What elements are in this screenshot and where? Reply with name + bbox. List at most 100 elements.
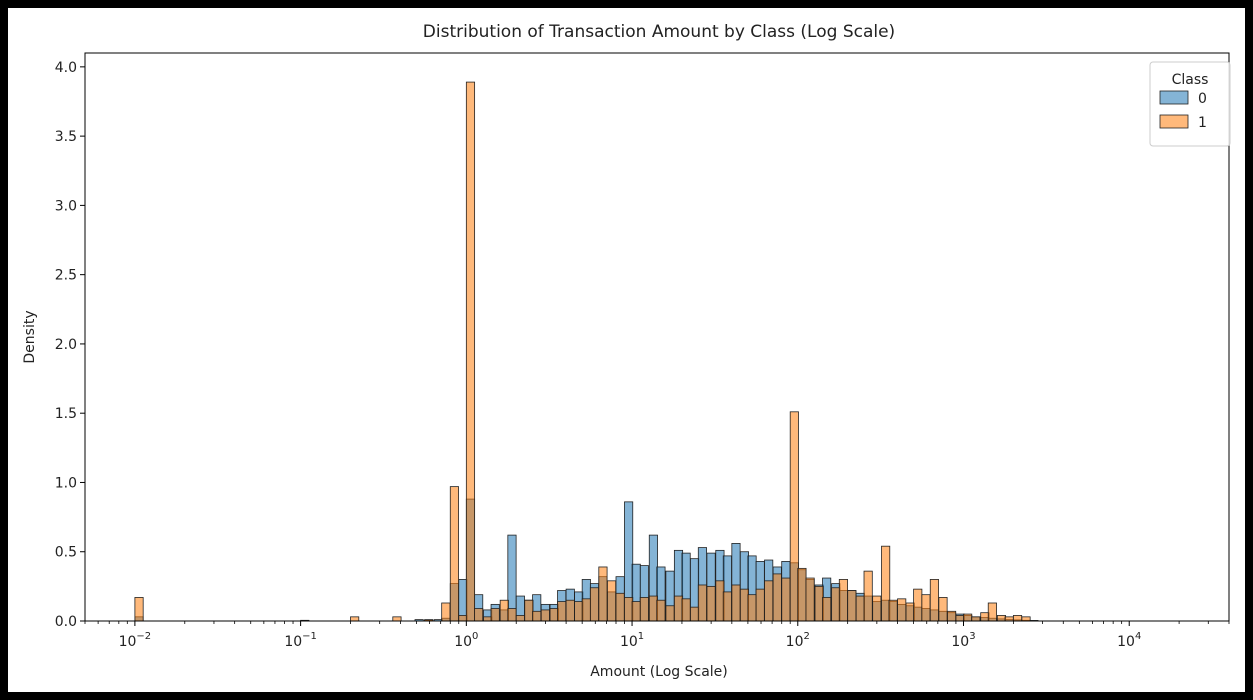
y-tick-label: 1.0 xyxy=(55,475,77,491)
legend-items: 01 xyxy=(1159,90,1207,131)
legend-swatch-0 xyxy=(1159,90,1189,105)
x-tick-label: 10−2 xyxy=(119,631,152,650)
x-tick-label: 10−1 xyxy=(284,631,317,650)
bar xyxy=(441,602,451,622)
bar xyxy=(507,608,517,622)
bar xyxy=(598,566,608,622)
x-tick-label: 100 xyxy=(454,631,478,650)
y-tick-label: 0.0 xyxy=(55,614,77,630)
y-tick-label: 1.5 xyxy=(55,406,77,422)
bar xyxy=(947,610,957,622)
y-tick-label: 2.5 xyxy=(55,268,77,284)
bar xyxy=(665,605,675,622)
bar xyxy=(1012,615,1023,622)
bar xyxy=(615,592,625,622)
bar xyxy=(549,608,559,622)
bar xyxy=(797,567,807,622)
bar xyxy=(881,545,891,622)
bar xyxy=(897,598,907,622)
bar xyxy=(938,597,948,622)
bar xyxy=(781,577,791,622)
bars-layer xyxy=(134,81,1039,622)
bar xyxy=(639,597,649,622)
legend: Class 01 xyxy=(1149,61,1231,147)
y-tick-label: 4.0 xyxy=(55,60,77,76)
bar xyxy=(507,534,517,622)
bar xyxy=(838,579,848,622)
bar xyxy=(987,602,997,622)
x-tick-label: 101 xyxy=(620,631,644,650)
chart-frame: Distribution of Transaction Amount by Cl… xyxy=(8,8,1245,692)
bar xyxy=(715,580,725,622)
bar xyxy=(656,599,666,622)
bar xyxy=(490,608,500,622)
bar xyxy=(805,577,815,622)
bar xyxy=(532,610,542,622)
bar xyxy=(565,599,575,622)
bar xyxy=(955,615,965,622)
bar xyxy=(697,584,707,622)
bar xyxy=(905,602,915,622)
bar xyxy=(847,590,857,622)
bar xyxy=(607,580,617,622)
bar xyxy=(524,599,534,622)
bar xyxy=(722,591,732,622)
legend-title: Class xyxy=(1172,72,1209,88)
bar xyxy=(971,616,981,622)
bar xyxy=(996,615,1007,622)
legend-swatch-1 xyxy=(1159,114,1189,129)
chart-title: Distribution of Transaction Amount by Cl… xyxy=(423,22,895,42)
bar xyxy=(921,594,931,622)
bar xyxy=(822,597,832,622)
bar xyxy=(483,616,493,622)
bar xyxy=(458,579,468,622)
bar xyxy=(855,595,865,622)
bar xyxy=(557,601,567,622)
bar xyxy=(673,595,684,622)
bar xyxy=(1021,616,1031,622)
bar xyxy=(648,595,658,622)
y-tick-label: 3.0 xyxy=(55,198,77,214)
bar xyxy=(706,585,716,622)
y-tick-label: 2.0 xyxy=(55,337,77,353)
bar xyxy=(574,601,584,622)
bar xyxy=(863,570,873,622)
bar xyxy=(681,598,691,622)
bar xyxy=(929,579,939,622)
y-axis-label: Density xyxy=(22,310,38,363)
plot-area-border xyxy=(84,52,1230,622)
bar xyxy=(755,588,765,622)
bar xyxy=(963,613,973,622)
x-axis-label: Amount (Log Scale) xyxy=(590,664,728,680)
series-1-bars xyxy=(134,81,1031,622)
bar xyxy=(747,594,757,622)
bar xyxy=(515,615,525,622)
legend-label-0: 0 xyxy=(1198,91,1207,107)
bar xyxy=(789,411,799,622)
bar xyxy=(134,597,144,622)
bar xyxy=(589,587,600,622)
bar xyxy=(392,616,402,622)
bar xyxy=(458,615,468,622)
bar xyxy=(1004,616,1014,622)
bar xyxy=(350,616,360,622)
x-tick-label: 103 xyxy=(951,631,975,650)
bar xyxy=(831,587,841,622)
bar xyxy=(631,601,641,622)
bar xyxy=(474,608,484,622)
histogram-chart: Distribution of Transaction Amount by Cl… xyxy=(22,22,1231,680)
bar xyxy=(731,584,741,622)
x-tick-label: 102 xyxy=(786,631,810,650)
bar xyxy=(540,609,550,622)
bar xyxy=(499,599,509,622)
bar xyxy=(690,606,700,622)
y-tick-label: 3.5 xyxy=(55,129,77,145)
axes-layer: 0.00.51.01.52.02.53.03.54.010−2 10−1 100 10… xyxy=(55,52,1230,650)
bar xyxy=(772,573,782,622)
bar xyxy=(888,599,898,622)
bar xyxy=(814,585,824,622)
bar xyxy=(581,598,591,622)
bar xyxy=(739,588,749,622)
bar xyxy=(764,580,774,622)
bar xyxy=(980,612,990,622)
